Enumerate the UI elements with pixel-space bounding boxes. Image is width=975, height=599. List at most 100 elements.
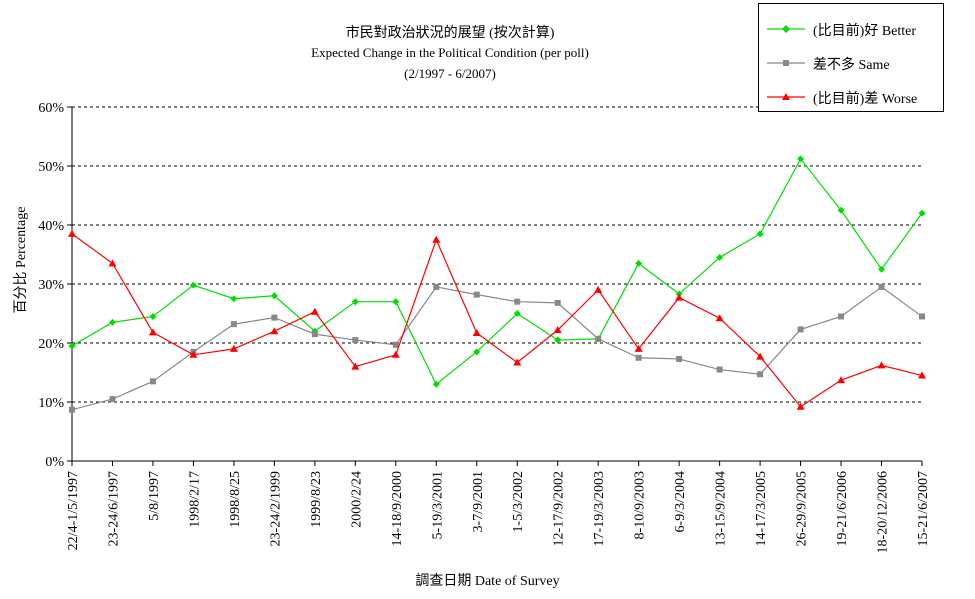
x-tick-label: 13-15/9/2004: [714, 471, 729, 546]
data-point: [838, 313, 845, 320]
y-tick-label: 20%: [38, 337, 64, 352]
data-point: [473, 348, 481, 356]
legend-item-better: (比目前)好 Better: [765, 19, 943, 39]
data-point: [391, 350, 400, 358]
legend: (比目前)好 Better 差不多 Same (比目前)差 Worse: [758, 3, 944, 112]
x-tick-label: 15-21/6/2007: [916, 471, 931, 546]
data-point: [756, 230, 764, 238]
data-point: [148, 328, 157, 336]
y-tick-label: 0%: [45, 455, 64, 470]
data-point: [837, 206, 845, 214]
data-point: [796, 402, 805, 410]
data-point: [918, 209, 926, 217]
legend-item-worse: (比目前)差 Worse: [765, 87, 943, 107]
data-point: [756, 352, 765, 360]
data-point: [433, 283, 440, 290]
data-point: [676, 355, 683, 362]
data-point: [716, 366, 723, 373]
x-tick-label: 23-24/6/1997: [106, 471, 121, 546]
x-tick-label: 19-21/6/2006: [835, 471, 850, 546]
data-point: [513, 358, 522, 366]
data-point: [716, 253, 724, 261]
data-point: [877, 361, 886, 369]
data-point: [189, 281, 197, 289]
legend-item-same: 差不多 Same: [765, 53, 943, 73]
x-tick-label: 23-24/2/1999: [268, 471, 283, 546]
legend-swatch-same: [767, 60, 805, 66]
data-point: [675, 293, 684, 301]
data-point: [352, 337, 359, 344]
data-point: [351, 362, 360, 370]
data-point: [432, 235, 441, 243]
x-tick-label: 3-7/9/2001: [471, 471, 486, 532]
data-point: [553, 326, 562, 334]
series-line-0: [71, 157, 923, 386]
data-point: [310, 307, 319, 315]
legend-swatch-better: [767, 25, 805, 33]
x-tick-label: 18-20/12/2006: [876, 471, 891, 553]
x-tick-label: 14-17/3/2005: [754, 471, 769, 546]
data-point: [69, 406, 75, 413]
data-point: [634, 344, 643, 352]
data-point: [270, 292, 278, 300]
x-tick-label: 2000/2/24: [349, 471, 364, 528]
data-point: [149, 378, 156, 385]
legend-label-same: 差不多 Same: [813, 58, 890, 73]
y-tick-label: 60%: [38, 101, 64, 116]
data-point: [149, 312, 157, 320]
data-point: [432, 380, 440, 388]
x-tick-label: 1998/2/17: [187, 471, 202, 528]
data-point: [392, 341, 399, 348]
data-point: [472, 328, 481, 336]
chart-title: 市民對政治狀況的展望 (按次計算): [345, 26, 555, 41]
series-line-2: [71, 233, 923, 408]
chart-period: (2/1997 - 6/2007): [404, 66, 496, 81]
data-point: [189, 350, 198, 358]
data-point: [311, 331, 318, 338]
x-tick-label: 8-10/9/2003: [633, 471, 648, 539]
x-tick-label: 14-18/9/2000: [390, 471, 405, 546]
x-tick-label: 17-19/3/2003: [592, 471, 607, 546]
data-point: [837, 376, 846, 384]
x-tick-label: 6-9/3/2004: [673, 471, 688, 532]
x-tick-label: 5-19/3/2001: [430, 471, 445, 539]
data-point: [635, 354, 642, 361]
data-point: [68, 342, 76, 350]
data-point: [919, 313, 925, 320]
data-point: [229, 344, 238, 352]
data-point: [797, 326, 804, 333]
data-point: [68, 229, 76, 237]
data-point: [878, 265, 886, 273]
x-tick-label: 26-29/9/2005: [795, 471, 810, 546]
data-point: [715, 314, 724, 322]
data-point: [351, 298, 359, 306]
data-point: [514, 298, 521, 305]
x-tick-label: 22/4-1/5/1997: [66, 471, 81, 550]
x-tick-label: 5/8/1997: [147, 471, 162, 521]
x-tick-label: 1998/8/25: [228, 471, 243, 528]
x-tick-label: 1-5/3/2002: [511, 471, 526, 532]
data-point: [108, 259, 117, 267]
chart-subtitle: Expected Change in the Political Conditi…: [311, 45, 589, 60]
x-tick-label: 1999/8/23: [309, 471, 324, 528]
data-point: [797, 155, 805, 163]
data-point: [554, 299, 561, 306]
data-point: [757, 371, 764, 378]
y-axis-label: 百分比 Percentage: [14, 206, 29, 314]
data-point: [392, 298, 400, 306]
x-tick-label: 12-17/9/2002: [552, 471, 567, 546]
data-point: [230, 321, 237, 328]
legend-label-worse: (比目前)差 Worse: [813, 92, 918, 107]
data-point: [554, 336, 562, 344]
data-point: [270, 327, 279, 335]
data-point: [230, 295, 238, 303]
data-point: [271, 314, 278, 321]
legend-label-better: (比目前)好 Better: [813, 24, 917, 39]
data-point: [878, 283, 885, 290]
data-point: [109, 396, 116, 403]
y-tick-label: 50%: [38, 160, 64, 175]
y-tick-label: 30%: [38, 278, 64, 293]
x-axis-label: 調查日期 Date of Survey: [415, 574, 560, 589]
data-point: [918, 371, 926, 379]
